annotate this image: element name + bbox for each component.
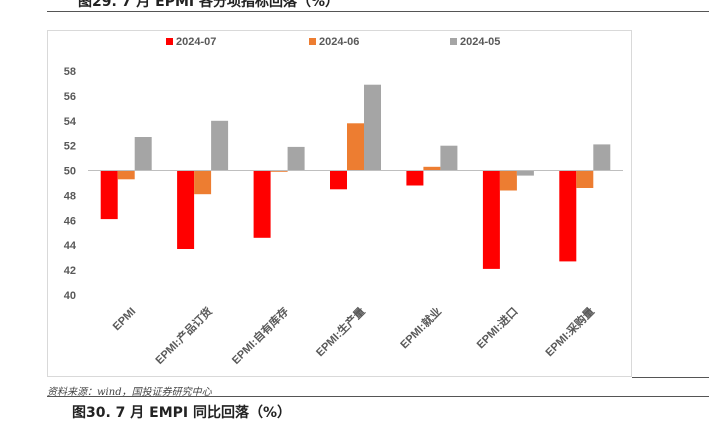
chart-frame	[47, 30, 632, 377]
bar-2024-06-EPMI:产品订货	[194, 170, 212, 195]
bar-2024-05-EPMI:就业	[440, 145, 458, 171]
legend-label: 2024-05	[460, 36, 500, 48]
y-tick-label: 54	[64, 116, 77, 128]
bar-chart: 40 42 44 46 48 50 52 54 56 58 EPMI EPMI:产品订货 EPMI:自有…	[64, 36, 623, 367]
bar-2024-07-EPMI:生产量	[330, 170, 347, 190]
legend-label: 2024-07	[176, 36, 216, 48]
y-tick-label: 56	[64, 91, 76, 103]
y-tick-label: 46	[64, 215, 76, 227]
bar-2024-07-EPMI:自有库存	[253, 170, 271, 238]
bar-2024-07-EPMI:进口	[482, 170, 500, 269]
bar-2024-05-EPMI	[134, 137, 152, 171]
legend-label: 2024-06	[319, 36, 359, 48]
source-note: 资料来源：wind，国投证券研究中心	[47, 387, 212, 398]
y-tick-label: 58	[64, 66, 76, 78]
legend-swatch-2024-06	[309, 38, 316, 45]
bar-2024-06-EPMI:自有库存	[270, 170, 288, 172]
y-tick-label: 40	[64, 290, 76, 302]
category-label: EPMI:产品订货	[152, 304, 215, 367]
y-tick-label: 50	[64, 166, 76, 178]
category-label: EPMI:进口	[473, 304, 520, 351]
right-divider	[632, 377, 709, 378]
bar-2024-05-EPMI:产品订货	[211, 120, 229, 171]
legend-swatch-2024-07	[166, 38, 173, 45]
figure-caption-top: 图29. 7 月 EPMI 各分项指标回落（%）	[78, 0, 340, 10]
bar-2024-05-EPMI:采购量	[593, 144, 611, 171]
bar-2024-05-EPMI:生产量	[364, 84, 381, 171]
y-tick-label: 44	[64, 240, 77, 252]
category-label: EPMI:采购量	[542, 304, 597, 359]
category-label: EPMI:自有库存	[229, 304, 292, 367]
bar-2024-06-EPMI:进口	[499, 170, 517, 191]
bar-2024-07-EPMI:就业	[406, 170, 424, 186]
bar-2024-06-EPMI:生产量	[347, 123, 364, 171]
category-label: EPMI:生产量	[313, 304, 368, 359]
legend-swatch-2024-05	[450, 38, 457, 45]
bar-2024-07-EPMI:采购量	[559, 170, 577, 262]
bar-2024-07-EPMI	[100, 170, 118, 220]
bar-2024-06-EPMI:采购量	[576, 170, 594, 188]
bottom-divider	[47, 396, 709, 397]
bar-2024-06-EPMI:就业	[423, 166, 441, 171]
figure-caption-bottom: 图30. 7 月 EMPI 同比回落（%）	[72, 405, 292, 421]
bar-2024-06-EPMI	[117, 170, 135, 180]
bar-2024-05-EPMI:自有库存	[287, 146, 305, 171]
top-divider	[47, 11, 709, 12]
y-tick-label: 42	[64, 265, 76, 277]
y-tick-label: 52	[64, 141, 76, 153]
category-label: EPMI:就业	[397, 304, 444, 351]
bar-2024-05-EPMI:进口	[516, 170, 534, 176]
category-label: EPMI	[111, 306, 139, 334]
bar-2024-07-EPMI:产品订货	[177, 170, 195, 249]
y-tick-label: 48	[64, 190, 76, 202]
